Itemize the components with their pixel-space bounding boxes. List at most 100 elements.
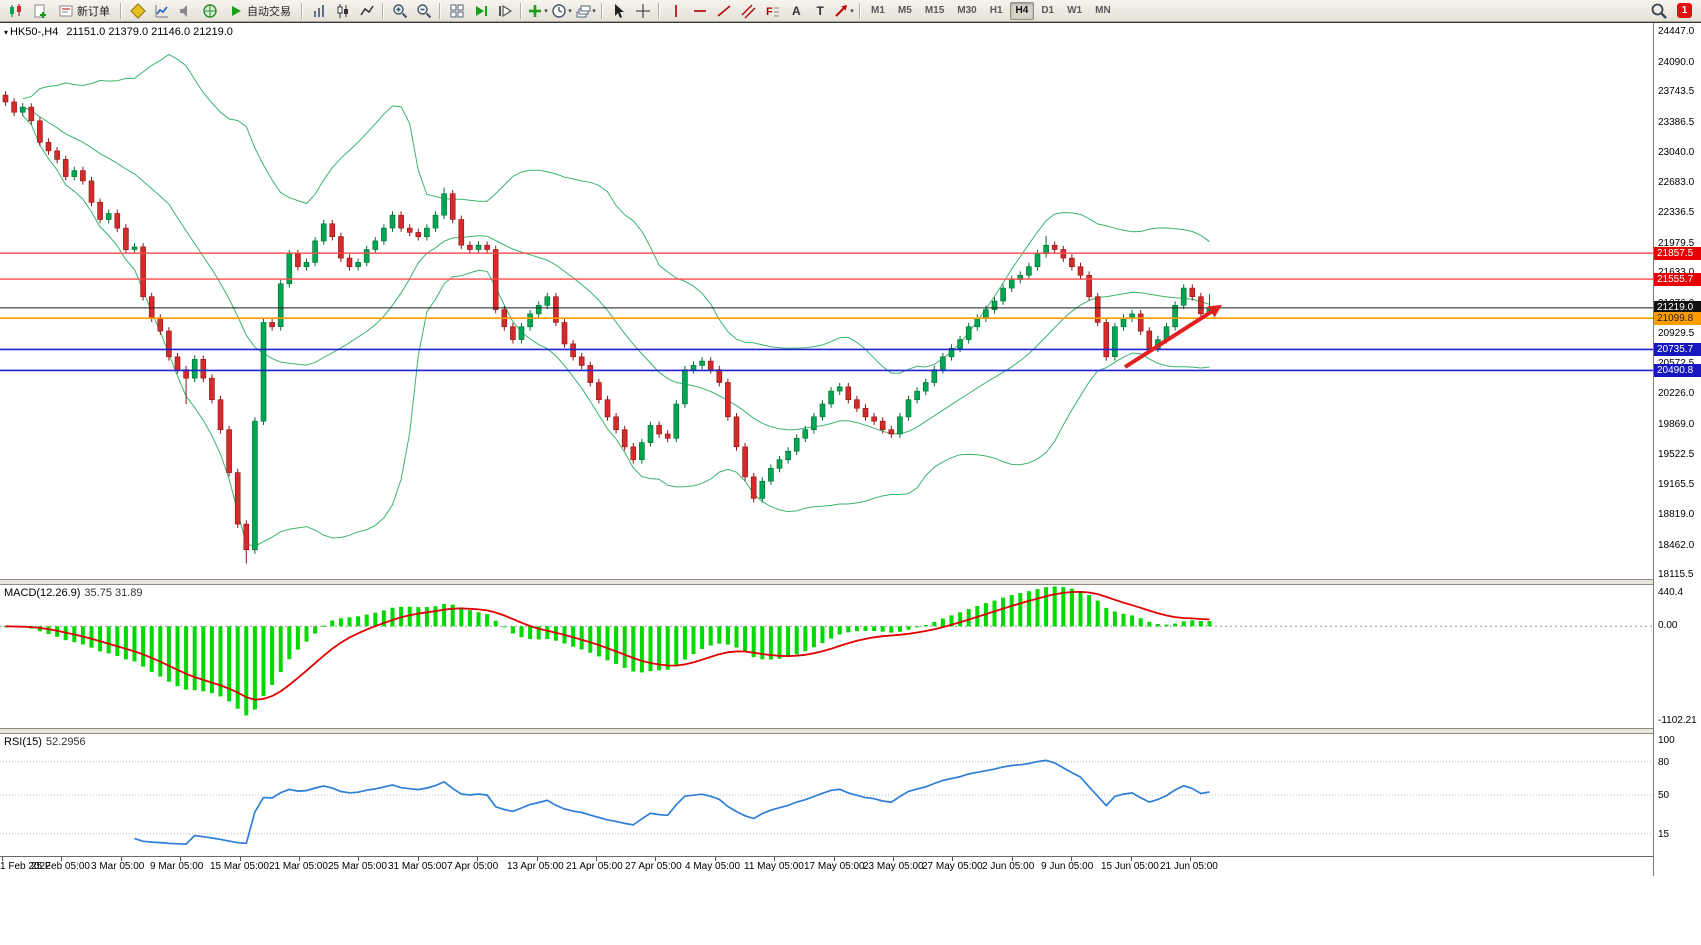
time-label: 25 Mar 05:00 — [328, 861, 387, 872]
mql5-market-icon[interactable] — [126, 1, 149, 21]
timeframe-m30[interactable]: M30 — [957, 5, 977, 16]
cursor-glyph — [614, 3, 624, 18]
rsi-chart[interactable] — [0, 734, 1653, 856]
time-tick — [477, 857, 478, 861]
time-tick — [774, 857, 775, 861]
candlestick-chart[interactable] — [0, 23, 1653, 579]
tile-windows-icon[interactable] — [445, 1, 468, 21]
timeframe-h1[interactable]: H1 — [989, 5, 1003, 16]
time-axis[interactable]: 1 Feb 2022 25 Feb 05:00 3 Mar 05:00 9 Mar 0… — [0, 856, 1701, 876]
macd-values: 35.75 31.89 — [84, 587, 143, 599]
trend-arrow-head[interactable] — [1207, 304, 1223, 318]
toolbar-separator — [859, 2, 861, 19]
bars-glyph — [313, 4, 324, 17]
time-tick — [299, 857, 300, 861]
channel-glyph — [741, 4, 755, 18]
arrows-icon[interactable]: ▾ — [832, 1, 855, 21]
new-chart-icon[interactable] — [28, 1, 51, 21]
chevron-down-icon: ▾ — [850, 7, 854, 15]
layers-glyph — [576, 5, 591, 17]
time-label: 9 Mar 05:00 — [150, 861, 204, 872]
textT-glyph: T — [816, 4, 824, 18]
svg-text:A: A — [792, 4, 801, 18]
time-label: 13 Apr 05:00 — [507, 861, 564, 872]
candlestick-chart-icon[interactable] — [331, 1, 354, 21]
chart-window-icon[interactable] — [4, 1, 27, 21]
cursor-icon[interactable] — [607, 1, 630, 21]
rsi-value: 52.2956 — [45, 736, 86, 748]
time-label: 4 May 05:00 — [685, 861, 741, 872]
macd-axis-label: -1102.21 — [1658, 715, 1697, 726]
time-label: 3 Mar 05:00 — [91, 861, 145, 872]
line-chart-icon[interactable] — [355, 1, 378, 21]
shift-glyph — [498, 4, 512, 17]
notification-badge[interactable]: 1 — [1677, 3, 1692, 18]
hline-glyph — [693, 9, 706, 12]
time-tick — [1012, 857, 1013, 861]
trendline-glyph — [716, 4, 731, 17]
toolbar-separator — [120, 2, 122, 19]
price-pane[interactable]: ▾ HK50-,H4 21151.0 21379.0 21146.0 21219.0 — [0, 23, 1653, 579]
horizontal-line-icon[interactable] — [688, 1, 711, 21]
trendline-icon[interactable] — [712, 1, 735, 21]
fibonacci-icon[interactable]: F — [760, 1, 783, 21]
price-badge: 21219.0 — [1654, 301, 1701, 314]
trend-arrow[interactable] — [1123, 310, 1213, 369]
timeframe-m5[interactable]: M5 — [897, 5, 912, 16]
macd-axis-label: 440.4 — [1658, 587, 1684, 598]
timeframe-m1[interactable]: M1 — [871, 5, 885, 16]
time-label: 1 Feb 2022 — [0, 861, 51, 872]
time-tick — [715, 857, 716, 861]
price-tick: 22336.5 — [1658, 207, 1695, 218]
clock-glyph — [552, 3, 566, 18]
auto-scroll-icon[interactable] — [469, 1, 492, 21]
time-label: 9 Jun 05:00 — [1041, 861, 1094, 872]
fibo-glyph: F — [766, 6, 779, 18]
search-icon[interactable] — [1647, 1, 1670, 21]
bb-middle — [22, 106, 1210, 435]
price-tick: 23386.5 — [1658, 117, 1695, 128]
chart-window: ▾ HK50-,H4 21151.0 21379.0 21146.0 21219.0… — [0, 22, 1701, 945]
macd-pane[interactable]: MACD(12.26.9) 35.75 31.89 — [0, 585, 1653, 728]
macd-chart[interactable] — [0, 585, 1653, 728]
text-label-icon[interactable]: T — [808, 1, 831, 21]
timeframe-w1[interactable]: W1 — [1067, 5, 1083, 16]
zoom-out-icon[interactable] — [412, 1, 435, 21]
periods-icon[interactable]: ▾ — [550, 1, 573, 21]
price-tick: 23743.5 — [1658, 86, 1695, 97]
channel-icon[interactable] — [736, 1, 759, 21]
speaker-glyph — [179, 4, 187, 17]
zoom-in-icon[interactable] — [388, 1, 411, 21]
rsi-axis-label: 80 — [1658, 757, 1670, 768]
price-tick: 21979.5 — [1658, 238, 1695, 249]
alerts-icon[interactable] — [174, 1, 197, 21]
time-tick — [1071, 857, 1072, 861]
pane-splitter[interactable] — [0, 728, 1701, 734]
strategy-tester-icon[interactable] — [150, 1, 173, 21]
indicators-icon[interactable]: ▾ — [526, 1, 549, 21]
bar-chart-icon[interactable] — [307, 1, 330, 21]
timeframe-h4[interactable]: H4 — [1009, 1, 1035, 20]
time-label: 21 Mar 05:00 — [269, 861, 328, 872]
pane-splitter[interactable] — [0, 579, 1701, 585]
timeframe-d1[interactable]: D1 — [1041, 5, 1055, 16]
time-label: 7 Apr 05:00 — [447, 861, 499, 872]
macd-signal-line — [5, 590, 1210, 701]
price-tick: 19165.5 — [1658, 479, 1695, 490]
price-tick: 20572.5 — [1658, 358, 1694, 369]
new-order-button[interactable]: 新订单 — [52, 1, 116, 21]
timeframe-m15[interactable]: M15 — [924, 5, 945, 16]
auto-trading-button[interactable]: 自动交易 — [222, 1, 297, 21]
crosshair-icon[interactable] — [631, 1, 654, 21]
timeframe-mn[interactable]: MN — [1095, 5, 1111, 16]
text-icon[interactable]: A — [784, 1, 807, 21]
toolbar-separator — [520, 2, 522, 19]
templates-icon[interactable]: ▾ — [574, 1, 597, 21]
community-icon[interactable] — [198, 1, 221, 21]
price-axis[interactable]: 24447.0 24090.0 23743.5 23386.5 23040.0 22683… — [1653, 23, 1701, 876]
chart-shift-icon[interactable] — [493, 1, 516, 21]
price-tick: 24447.0 — [1658, 26, 1695, 37]
vertical-line-icon[interactable] — [664, 1, 687, 21]
rsi-pane[interactable]: RSI(15) 52.2956 — [0, 734, 1653, 856]
textA-glyph: A — [792, 4, 801, 18]
